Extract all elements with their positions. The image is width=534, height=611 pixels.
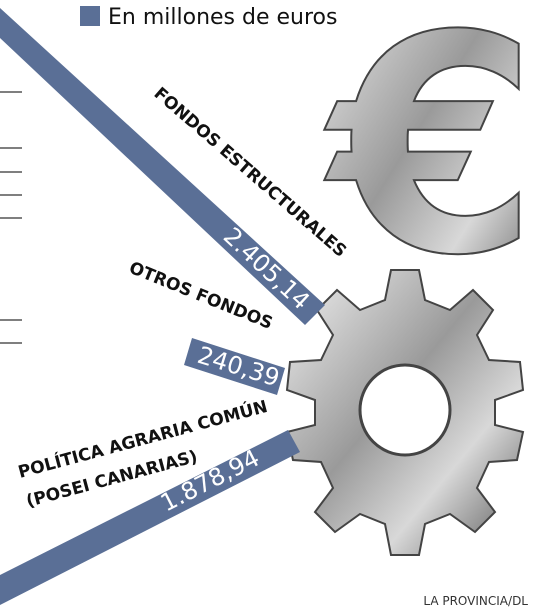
euro-icon: €	[321, 0, 534, 321]
legend-swatch	[80, 6, 100, 26]
band-fondos-estructurales	[0, 8, 325, 325]
band-pac	[0, 430, 300, 605]
band-otros-fondos	[184, 338, 285, 395]
value-otros-fondos: 240,39	[194, 341, 283, 392]
left-rules	[0, 91, 22, 344]
legend-text: En millones de euros	[108, 5, 337, 30]
gear-icon	[285, 269, 525, 556]
credit: LA PROVINCIA/DL	[423, 594, 528, 608]
